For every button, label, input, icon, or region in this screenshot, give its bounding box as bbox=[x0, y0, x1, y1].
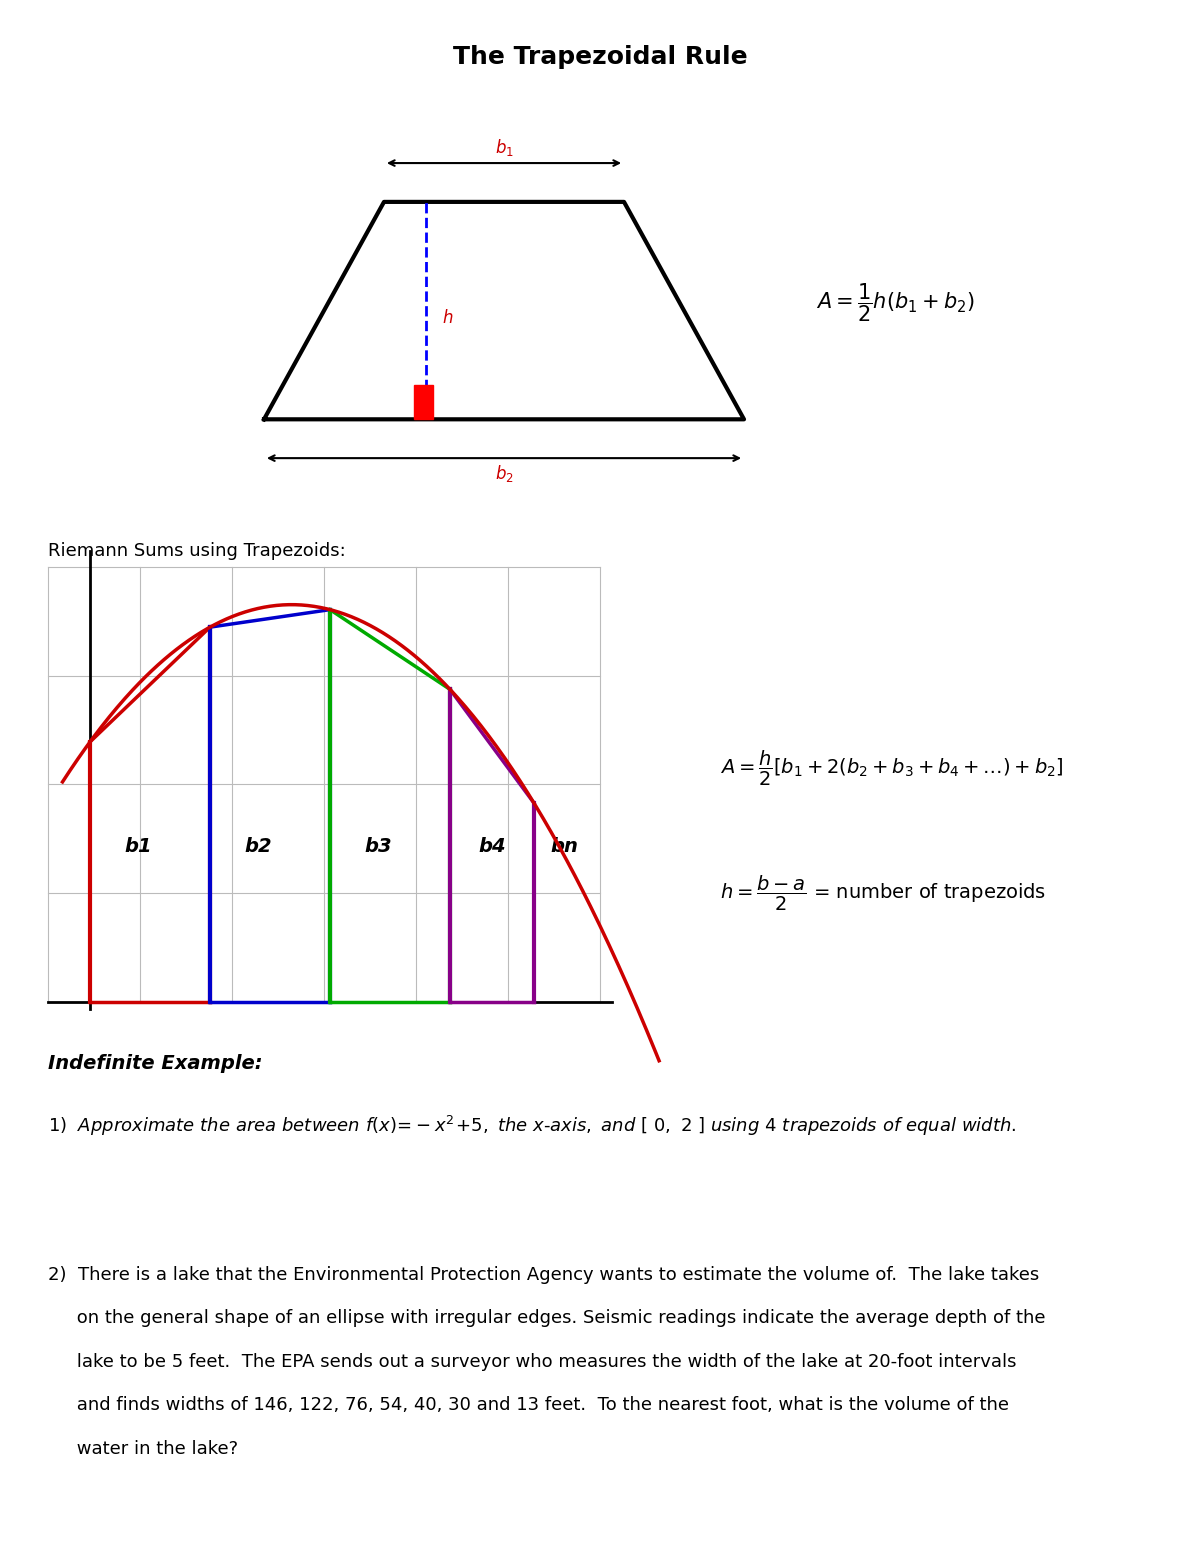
Bar bbox=[414, 385, 433, 419]
Text: $b_1$: $b_1$ bbox=[494, 137, 514, 158]
Text: 2)  There is a lake that the Environmental Protection Agency wants to estimate t: 2) There is a lake that the Environmenta… bbox=[48, 1266, 1039, 1284]
Text: The Trapezoidal Rule: The Trapezoidal Rule bbox=[452, 45, 748, 70]
Text: on the general shape of an ellipse with irregular edges. Seismic readings indica: on the general shape of an ellipse with … bbox=[48, 1309, 1045, 1328]
Text: $h = \dfrac{b-a}{2}$ = number of trapezoids: $h = \dfrac{b-a}{2}$ = number of trapezo… bbox=[720, 873, 1046, 913]
Text: Indefinite Example:: Indefinite Example: bbox=[48, 1054, 263, 1073]
Text: b2: b2 bbox=[244, 837, 272, 856]
Text: lake to be 5 feet.  The EPA sends out a surveyor who measures the width of the l: lake to be 5 feet. The EPA sends out a s… bbox=[48, 1353, 1016, 1371]
Text: b4: b4 bbox=[478, 837, 506, 856]
Text: $A = \dfrac{h}{2}[b_1 + 2(b_2 + b_3 + b_4 + \ldots) + b_2]$: $A = \dfrac{h}{2}[b_1 + 2(b_2 + b_3 + b_… bbox=[720, 749, 1063, 789]
Text: $A = \dfrac{1}{2}h(b_1+b_2)$: $A = \dfrac{1}{2}h(b_1+b_2)$ bbox=[816, 281, 974, 325]
Text: 1)  $\mathit{Approximate\ the\ area\ between}\ f(x)\!=\!-x^2\!+\!5\mathit{,\ the: 1) $\mathit{Approximate\ the\ area\ betw… bbox=[48, 1114, 1016, 1138]
Text: and finds widths of 146, 122, 76, 54, 40, 30 and 13 feet.  To the nearest foot, : and finds widths of 146, 122, 76, 54, 40… bbox=[48, 1396, 1009, 1415]
Text: b1: b1 bbox=[124, 837, 152, 856]
Text: $h$: $h$ bbox=[442, 309, 454, 328]
Text: $b_2$: $b_2$ bbox=[494, 463, 514, 485]
Text: water in the lake?: water in the lake? bbox=[48, 1440, 238, 1458]
Text: bn: bn bbox=[550, 837, 578, 856]
Text: b3: b3 bbox=[364, 837, 392, 856]
Text: Riemann Sums using Trapezoids:: Riemann Sums using Trapezoids: bbox=[48, 542, 346, 561]
